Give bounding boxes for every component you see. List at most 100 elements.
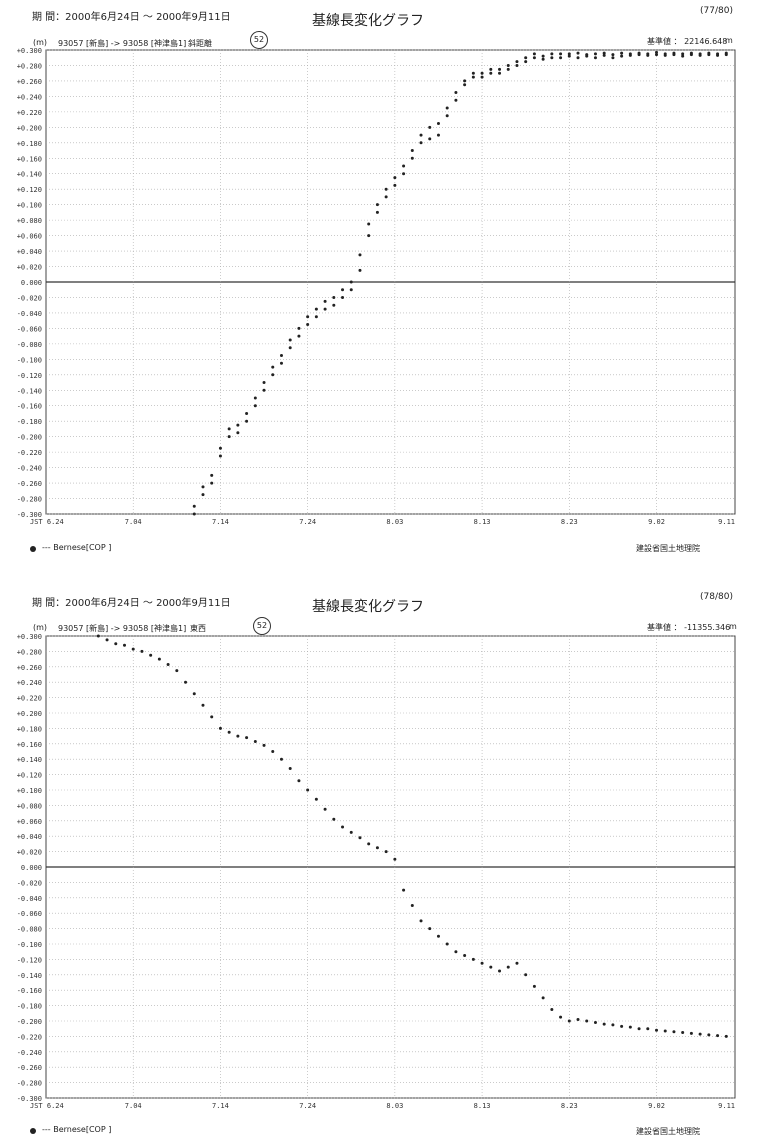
y-tick-label: -0.040 bbox=[17, 310, 42, 318]
footer-agency: 建設省国土地理院 bbox=[636, 1127, 700, 1136]
data-point bbox=[157, 657, 161, 661]
data-point bbox=[218, 446, 222, 450]
data-point bbox=[428, 137, 432, 141]
y-tick-label: -0.140 bbox=[17, 972, 42, 980]
data-point bbox=[602, 1022, 606, 1026]
data-point bbox=[620, 54, 624, 58]
y-tick-label: +0.280 bbox=[17, 62, 42, 70]
data-point bbox=[489, 67, 493, 71]
data-point bbox=[436, 934, 440, 938]
data-point bbox=[341, 825, 345, 829]
y-tick-label: -0.300 bbox=[17, 1095, 42, 1103]
data-point bbox=[646, 52, 650, 56]
data-point bbox=[306, 323, 310, 327]
data-point bbox=[410, 149, 414, 153]
data-point bbox=[341, 288, 345, 292]
data-point bbox=[593, 56, 597, 60]
period-label: 期 間：2000年6月24日 ～ 2000年9月11日 bbox=[32, 12, 231, 23]
y-tick-label: +0.080 bbox=[17, 802, 42, 810]
data-point bbox=[515, 60, 519, 64]
y-tick-label: +0.300 bbox=[17, 633, 42, 641]
data-point bbox=[655, 50, 659, 54]
data-point bbox=[358, 268, 362, 272]
data-point bbox=[489, 71, 493, 75]
data-point bbox=[681, 54, 685, 58]
y-tick-label: +0.300 bbox=[17, 47, 42, 55]
data-point bbox=[227, 427, 231, 431]
data-point bbox=[716, 52, 720, 56]
data-point bbox=[218, 454, 222, 458]
data-point bbox=[454, 98, 458, 102]
y-tick-label: -0.280 bbox=[17, 1080, 42, 1088]
y-tick-label: +0.220 bbox=[17, 695, 42, 703]
y-tick-label: -0.100 bbox=[17, 941, 42, 949]
data-point bbox=[567, 52, 571, 56]
data-point bbox=[428, 125, 432, 129]
data-point bbox=[541, 57, 545, 61]
data-point bbox=[471, 71, 475, 75]
data-point bbox=[245, 736, 249, 740]
data-point bbox=[384, 195, 388, 199]
data-point bbox=[463, 79, 467, 83]
x-tick-label: 8.03 bbox=[386, 518, 403, 526]
data-point bbox=[681, 1031, 685, 1035]
unit-tag: (m) bbox=[33, 38, 48, 47]
reference-unit: m bbox=[729, 622, 737, 631]
y-tick-label: -0.120 bbox=[17, 956, 42, 964]
data-point bbox=[367, 234, 371, 238]
data-point bbox=[559, 56, 563, 60]
data-point bbox=[245, 411, 249, 415]
x-tick-label: 9.02 bbox=[648, 518, 665, 526]
data-point bbox=[602, 51, 606, 55]
data-point bbox=[637, 1027, 641, 1031]
y-tick-label: +0.080 bbox=[17, 217, 42, 225]
data-point bbox=[253, 404, 257, 408]
page-number: (77/80) bbox=[700, 6, 733, 16]
data-point bbox=[349, 288, 353, 292]
data-point bbox=[576, 51, 580, 55]
data-point bbox=[628, 1025, 632, 1029]
y-tick-label: -0.020 bbox=[17, 879, 42, 887]
data-point bbox=[323, 299, 327, 303]
data-point bbox=[463, 954, 467, 958]
data-point bbox=[559, 52, 563, 56]
y-tick-label: -0.280 bbox=[17, 496, 42, 504]
data-point bbox=[175, 669, 179, 673]
y-tick-label: +0.260 bbox=[17, 664, 42, 672]
data-point bbox=[524, 60, 528, 64]
data-point bbox=[716, 1034, 720, 1038]
data-point bbox=[201, 493, 205, 497]
data-point bbox=[105, 638, 109, 642]
y-tick-label: +0.100 bbox=[17, 787, 42, 795]
data-point bbox=[410, 156, 414, 160]
data-point bbox=[96, 634, 100, 638]
data-point bbox=[655, 53, 659, 57]
data-point bbox=[436, 121, 440, 125]
data-point bbox=[593, 1021, 597, 1025]
data-point bbox=[445, 106, 449, 110]
data-point bbox=[218, 726, 222, 730]
data-point bbox=[341, 295, 345, 299]
x-tick-label: JST 6.24 bbox=[30, 1102, 64, 1110]
data-point bbox=[314, 315, 318, 319]
data-point bbox=[524, 56, 528, 60]
y-tick-label: 0.000 bbox=[21, 864, 42, 872]
period-label: 期 間：2000年6月24日 ～ 2000年9月11日 bbox=[32, 598, 231, 609]
data-point bbox=[611, 56, 615, 60]
data-point bbox=[288, 346, 292, 350]
data-point bbox=[367, 842, 371, 846]
y-tick-label: -0.140 bbox=[17, 387, 42, 395]
data-point bbox=[445, 942, 449, 946]
y-tick-label: -0.180 bbox=[17, 418, 42, 426]
x-tick-label: 9.02 bbox=[648, 1102, 665, 1110]
data-point bbox=[375, 203, 379, 207]
data-point bbox=[480, 75, 484, 79]
data-point bbox=[689, 51, 693, 55]
data-point bbox=[498, 969, 502, 973]
data-point bbox=[297, 326, 301, 330]
data-point bbox=[419, 133, 423, 137]
data-point bbox=[227, 730, 231, 734]
data-point bbox=[463, 83, 467, 87]
component-label: 東西 bbox=[190, 624, 206, 633]
data-point bbox=[262, 388, 266, 392]
